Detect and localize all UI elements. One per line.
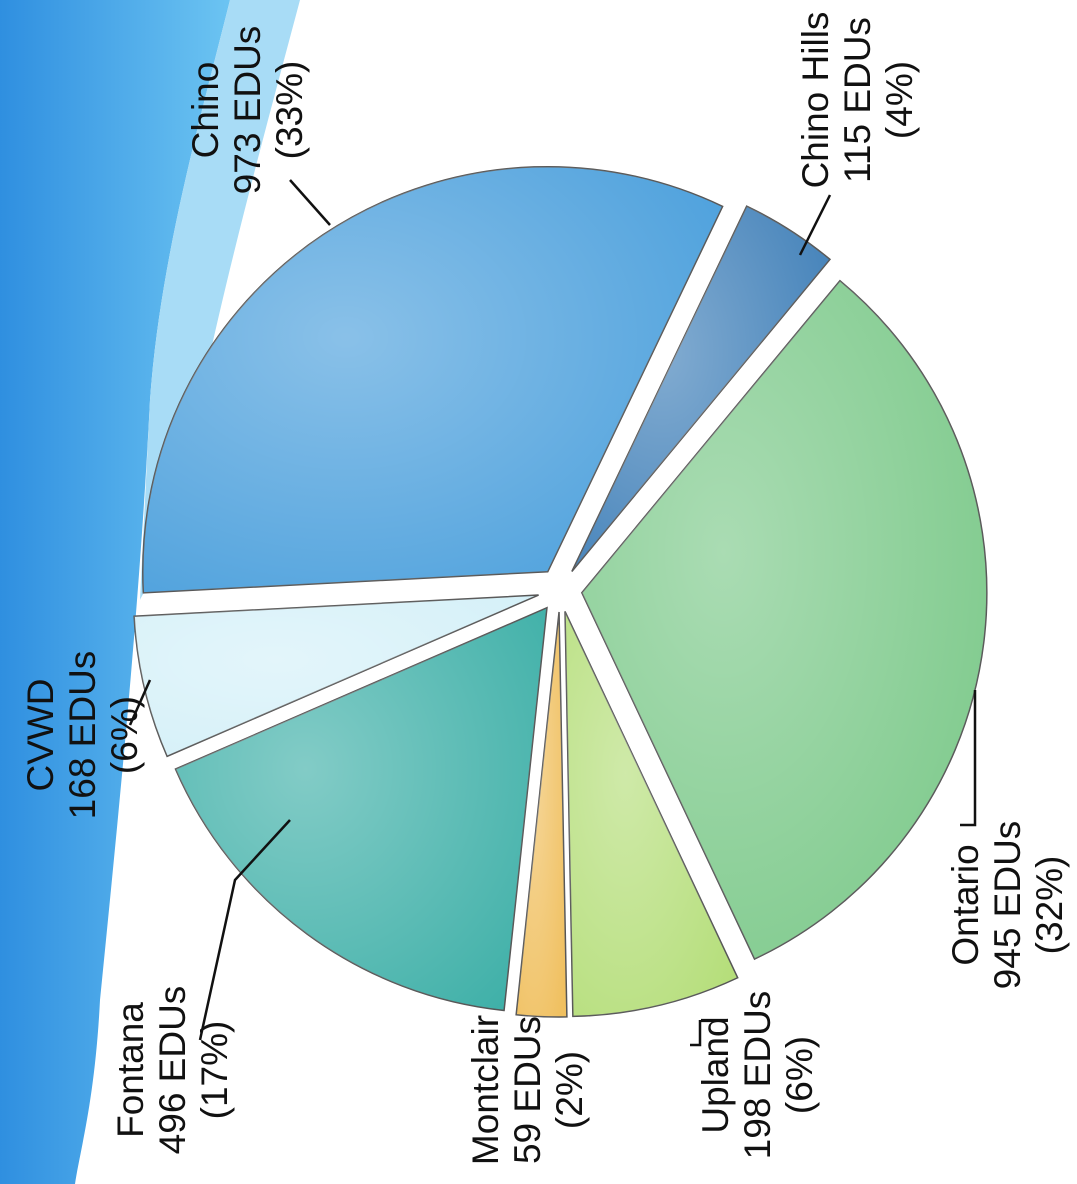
leader-line bbox=[198, 819, 291, 1041]
labels: Chino 973 EDUs (33%) Chino Hills 115 EDUs (4%… bbox=[20, 12, 1070, 1165]
slice-label: Upland bbox=[695, 1016, 736, 1133]
pie bbox=[133, 165, 988, 1018]
background-wave bbox=[0, 0, 230, 1184]
slice-label: (33%) bbox=[269, 61, 310, 160]
leader-line bbox=[690, 1020, 702, 1047]
slice-label: Montclair bbox=[465, 1015, 506, 1165]
slice-label: 198 EDUs bbox=[737, 991, 778, 1160]
slice-label: 168 EDUs bbox=[62, 651, 103, 820]
leader-line bbox=[960, 690, 977, 827]
leader-lines bbox=[128, 179, 977, 1047]
slice-label: 945 EDUs bbox=[987, 821, 1028, 990]
slice-label: (32%) bbox=[1029, 856, 1070, 955]
slice-label: Fontana bbox=[110, 1002, 151, 1138]
slice-label: 496 EDUs bbox=[152, 986, 193, 1155]
slice-label: (2%) bbox=[549, 1051, 590, 1129]
slice-label: 115 EDUs bbox=[837, 17, 878, 183]
slice-label: Chino Hills bbox=[795, 12, 836, 189]
leader-line bbox=[289, 179, 331, 226]
slice-label: 59 EDUs bbox=[507, 1016, 548, 1164]
leader-line bbox=[798, 194, 832, 256]
slice-label: CVWD bbox=[20, 678, 61, 791]
slice-label: (6%) bbox=[104, 696, 145, 774]
slice-label: Chino bbox=[185, 62, 226, 159]
slice-label: (17%) bbox=[194, 1021, 235, 1120]
slice-label: (6%) bbox=[779, 1036, 820, 1114]
leader-line bbox=[128, 679, 152, 726]
slice-label: Ontario bbox=[945, 844, 986, 965]
slice-label: (4%) bbox=[879, 61, 920, 139]
slice-label: 973 EDUs bbox=[227, 26, 268, 195]
